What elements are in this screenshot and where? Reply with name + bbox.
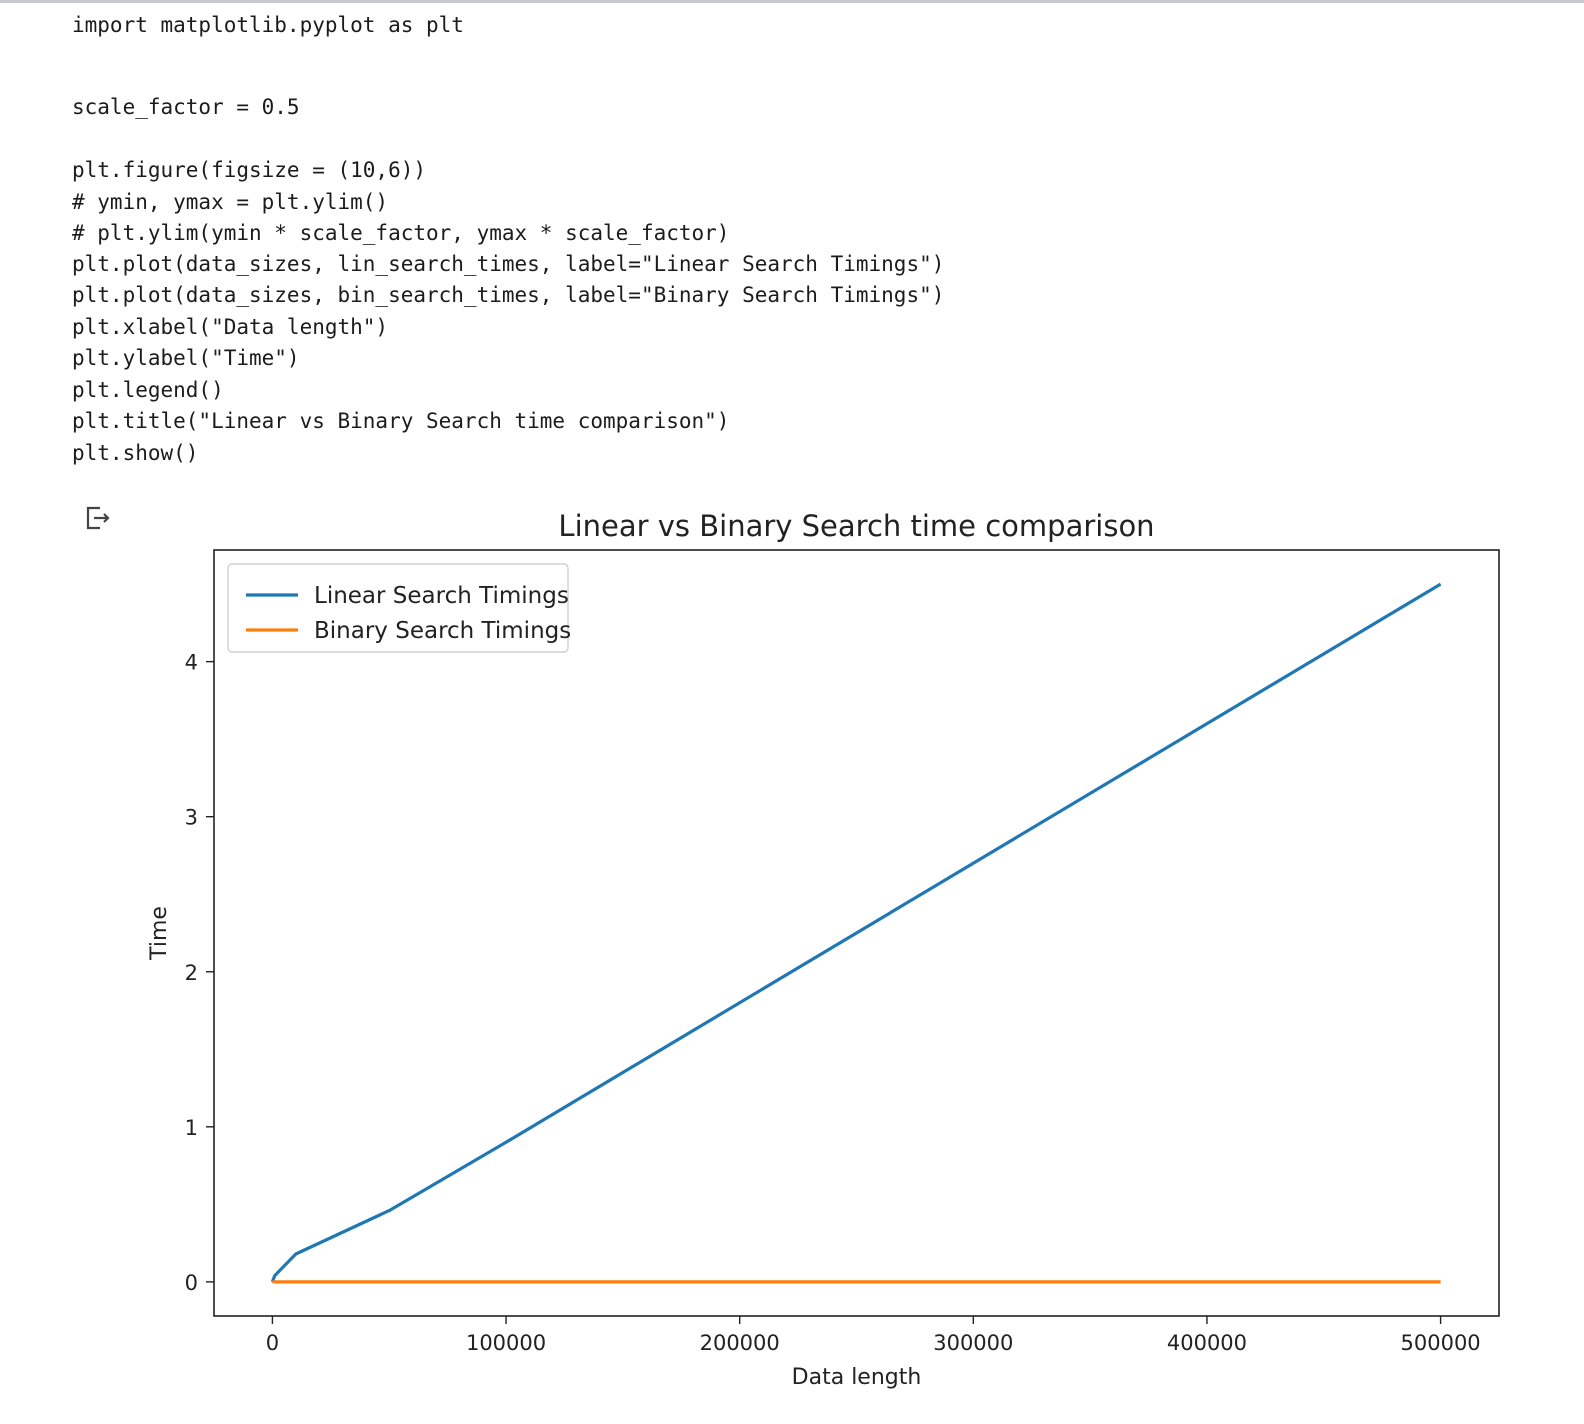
chart: Linear vs Binary Search time comparison … bbox=[147, 509, 1500, 1390]
code-line: plt.show() bbox=[72, 441, 199, 465]
code-line: plt.xlabel("Data length") bbox=[72, 315, 389, 339]
legend-label: Linear Search Timings bbox=[314, 583, 569, 609]
code-line: plt.plot(data_sizes, bin_search_times, l… bbox=[72, 283, 945, 307]
code-line: plt.plot(data_sizes, lin_search_times, l… bbox=[72, 252, 945, 276]
y-tick-label: 0 bbox=[185, 1271, 198, 1295]
y-axis-label: Time bbox=[147, 906, 172, 961]
plot-frame bbox=[213, 549, 1500, 1317]
series-line bbox=[270, 582, 1442, 1283]
y-tick-label: 1 bbox=[185, 1116, 198, 1140]
x-axis-label: Data length bbox=[792, 1365, 922, 1390]
y-tick-label: 4 bbox=[185, 651, 198, 675]
x-tick-label: 0 bbox=[266, 1331, 279, 1355]
y-tick-label: 3 bbox=[185, 806, 198, 830]
code-line: # ymin, ymax = plt.ylim() bbox=[72, 190, 389, 214]
x-tick-label: 200000 bbox=[700, 1331, 780, 1355]
x-tick-label: 500000 bbox=[1401, 1331, 1481, 1355]
code-cell[interactable]: import matplotlib.pyplot as plt scale_fac… bbox=[0, 3, 1584, 483]
legend-label: Binary Search Timings bbox=[314, 618, 571, 644]
code-line: plt.legend() bbox=[72, 378, 224, 402]
code-line: plt.ylabel("Time") bbox=[72, 346, 300, 370]
legend-box bbox=[227, 563, 569, 653]
y-tick-label: 2 bbox=[185, 961, 198, 985]
x-tick-label: 100000 bbox=[466, 1331, 546, 1355]
code-line: plt.figure(figsize = (10,6)) bbox=[72, 158, 427, 182]
x-tick-label: 400000 bbox=[1167, 1331, 1247, 1355]
cell-top-border bbox=[0, 0, 1584, 3]
x-tick-label: 300000 bbox=[933, 1331, 1013, 1355]
output-redirect-icon[interactable] bbox=[84, 504, 114, 532]
code-line: # plt.ylim(ymin * scale_factor, ymax * s… bbox=[72, 221, 730, 245]
code-line: import matplotlib.pyplot as plt bbox=[72, 13, 464, 37]
code-line: scale_factor = 0.5 bbox=[72, 95, 300, 119]
chart-title: Linear vs Binary Search time comparison bbox=[558, 509, 1154, 543]
code-line: plt.title("Linear vs Binary Search time … bbox=[72, 409, 730, 433]
